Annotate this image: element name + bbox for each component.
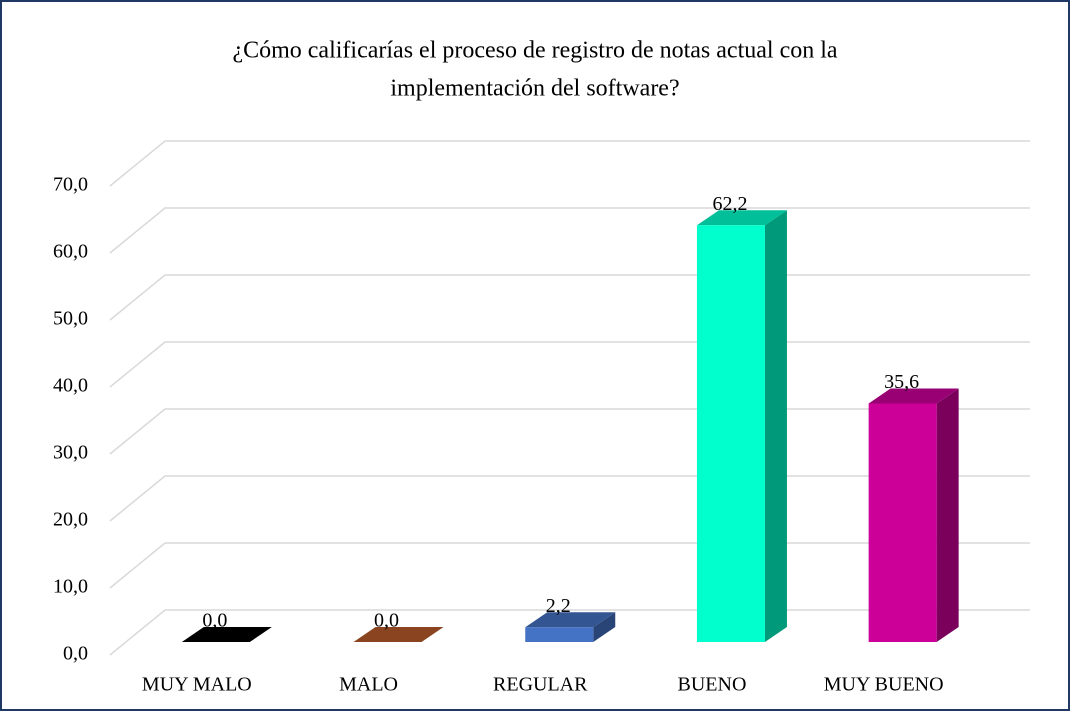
data-label: 0,0 <box>374 610 399 632</box>
bar <box>868 388 959 642</box>
x-tick-label: MUY MALO <box>142 674 252 696</box>
bar-front <box>696 225 765 642</box>
bar-side <box>936 388 959 642</box>
bar-top <box>181 627 272 642</box>
bar-front <box>868 403 937 642</box>
y-tick-label: 0,0 <box>63 643 88 665</box>
bar-side <box>593 612 616 642</box>
bar-top <box>696 210 787 226</box>
bar-top <box>525 612 616 628</box>
x-tick-label: MUY BUENO <box>824 674 944 696</box>
chart-title: implementación del software? <box>390 76 679 102</box>
y-tick-label: 60,0 <box>53 241 88 263</box>
bar-top <box>868 388 959 404</box>
y-tick-label: 70,0 <box>53 174 88 196</box>
x-tick-label: MALO <box>339 674 398 696</box>
bar <box>353 627 444 642</box>
bar <box>696 210 787 642</box>
y-tick-label: 30,0 <box>53 442 88 464</box>
data-label: 62,2 <box>712 193 747 215</box>
y-tick-label: 40,0 <box>53 375 88 397</box>
bar-side <box>764 210 787 642</box>
data-label: 2,2 <box>546 595 571 617</box>
bar-top <box>353 627 444 642</box>
grid-line <box>109 140 1030 187</box>
data-label: 0,0 <box>202 610 227 632</box>
y-tick-label: 20,0 <box>53 509 88 531</box>
x-tick-label: REGULAR <box>493 674 588 696</box>
grid-line <box>109 207 1030 254</box>
x-tick-label: BUENO <box>678 674 747 696</box>
bar <box>525 612 616 642</box>
y-tick-label: 10,0 <box>53 576 88 598</box>
bar-front <box>525 627 594 642</box>
y-tick-label: 50,0 <box>53 308 88 330</box>
bar <box>181 627 272 642</box>
data-label: 35,6 <box>884 371 919 393</box>
chart-title: ¿Cómo calificarías el proceso de registr… <box>232 38 837 64</box>
